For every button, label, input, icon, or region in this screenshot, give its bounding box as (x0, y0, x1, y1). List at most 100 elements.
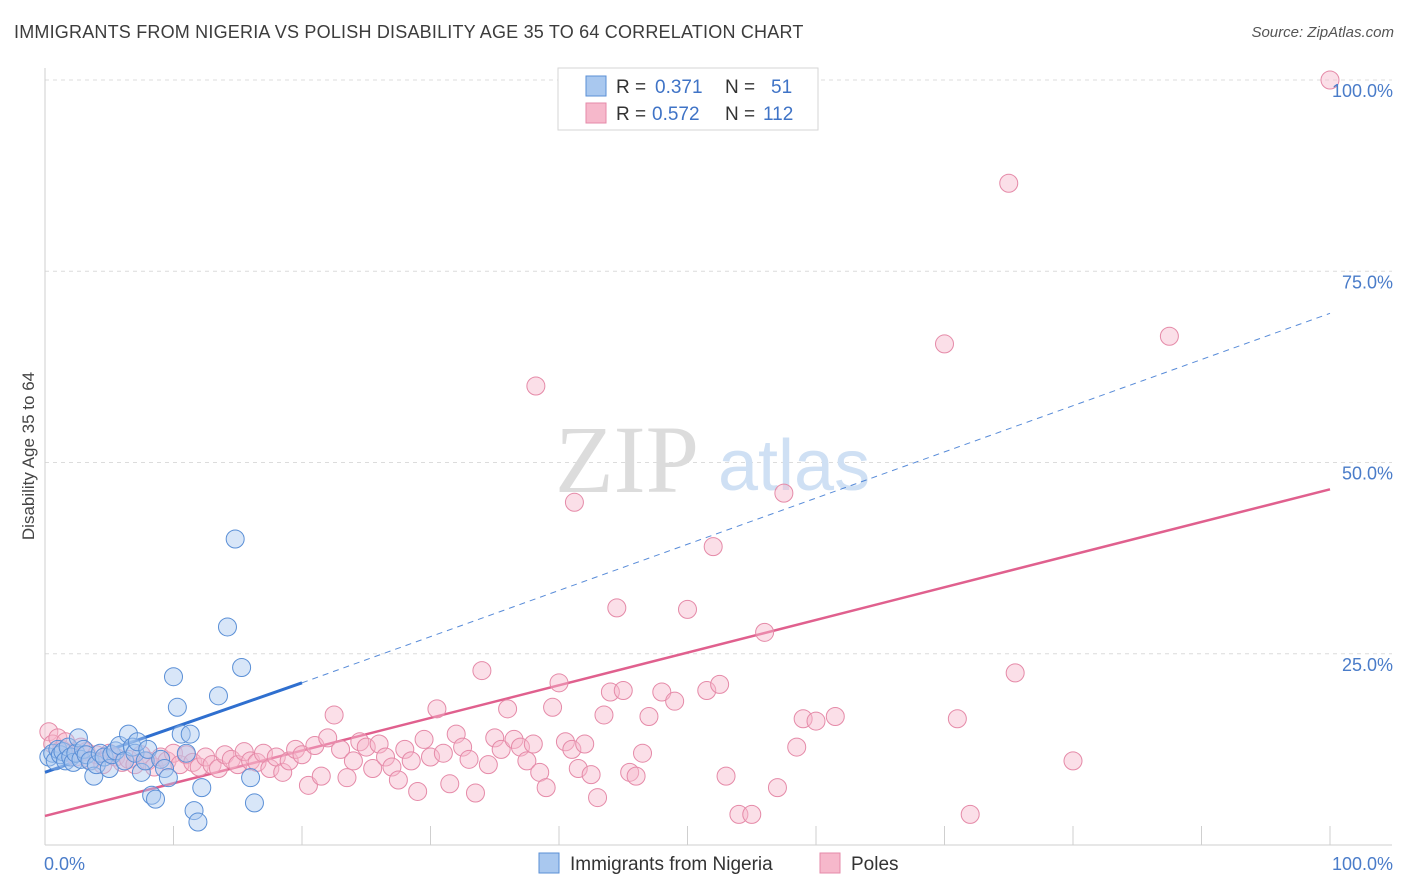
poles-point-60 (408, 781, 428, 801)
nigeria-point-40 (176, 743, 196, 763)
poles-point-116 (947, 709, 967, 729)
poles-point-39 (273, 762, 293, 782)
poles-point-117 (960, 804, 980, 824)
poles-point-21 (157, 751, 177, 771)
poles-point-98 (564, 492, 584, 512)
y-tick-label-1: 50.0% (1342, 464, 1393, 484)
poles-point-96 (639, 706, 659, 726)
axes (44, 68, 1392, 846)
nigeria-point-37 (164, 667, 183, 687)
poles-point-85 (568, 759, 588, 778)
poles-point-48 (331, 739, 351, 759)
grid-lines (45, 79, 1392, 655)
poles-point-37 (260, 759, 280, 778)
poles-point-81 (543, 697, 563, 717)
poles-point-100 (665, 691, 685, 711)
nigeria-point-34 (151, 749, 171, 769)
bottom-legend-label-nigeria: Immigrants from Nigeria (570, 854, 773, 875)
poles-point-92 (613, 680, 633, 700)
nigeria-point-19 (94, 747, 114, 767)
nigeria-point-43 (188, 812, 208, 832)
nigeria-point-46 (217, 617, 237, 637)
poles-point-110 (774, 483, 794, 503)
correlation-legend: R = 0.371 N = 51 R = 0.572 N = 112 (557, 67, 819, 131)
poles-point-63 (427, 699, 447, 719)
legend-swatch-poles (585, 102, 607, 124)
legend-n-label-2: N = (725, 104, 755, 125)
poles-point-74 (498, 699, 518, 719)
poles-point-69 (465, 783, 485, 803)
x-tick-labels: 0.0% 100.0% (44, 854, 1393, 874)
legend-r-label-1: R = (616, 77, 646, 98)
poles-point-97 (526, 376, 546, 396)
source-label: Source: ZipAtlas.com (1251, 24, 1394, 41)
poles-point-41 (286, 739, 306, 759)
poles-point-51 (350, 732, 370, 752)
poles-point-75 (504, 729, 524, 749)
poles-point-80 (536, 778, 556, 798)
nigeria-point-50 (244, 793, 264, 813)
poles-point-65 (440, 774, 460, 794)
nigeria-point-33 (146, 789, 166, 809)
poles-point-55 (376, 747, 396, 767)
poles-point-52 (356, 737, 376, 757)
poles-point-64 (433, 743, 453, 763)
poles-point-73 (491, 739, 511, 759)
poles-point-111 (787, 737, 807, 757)
poles-point-58 (395, 739, 415, 759)
y-tick-labels: 25.0% 50.0% 75.0% 100.0% (1332, 81, 1393, 675)
poles-point-91 (607, 598, 627, 618)
poles-point-101 (678, 599, 697, 619)
poles-point-71 (478, 755, 498, 775)
poles-point-88 (588, 788, 608, 808)
poles-point-72 (485, 728, 505, 748)
poles-point-118 (999, 173, 1019, 193)
nigeria-point-41 (180, 724, 200, 744)
poles-point-89 (594, 705, 614, 725)
poles-point-120 (1063, 751, 1083, 771)
poles-point-42 (292, 745, 312, 765)
nigeria-point-38 (167, 697, 187, 717)
watermark-atlas-text: atlas (718, 426, 870, 506)
poles-point-83 (555, 732, 575, 752)
watermark: ZIP atlas (555, 406, 870, 513)
poles-point-68 (459, 749, 479, 769)
legend-n-value-1: 51 (771, 77, 792, 98)
nigeria-point-31 (138, 739, 158, 759)
poles-point-57 (388, 770, 408, 790)
poles-point-78 (523, 734, 543, 754)
nigeria-point-42 (184, 801, 204, 821)
poles-point-46 (318, 728, 338, 748)
poles-point-114 (825, 706, 845, 726)
x-tick-label-0: 0.0% (44, 854, 85, 874)
legend-r-value-1: 0.371 (655, 77, 703, 98)
poles-point-107 (742, 804, 762, 824)
chart-title: IMMIGRANTS FROM NIGERIA VS POLISH DISABI… (14, 22, 804, 42)
poles-point-47 (324, 705, 344, 725)
nigeria-point-30 (135, 751, 155, 771)
legend-r-value-2: 0.572 (652, 104, 700, 125)
trend-lines (44, 312, 1331, 818)
y-axis-label: Disability Age 35 to 64 (19, 372, 38, 540)
legend-swatch-nigeria (585, 75, 607, 97)
poles-point-87 (581, 765, 601, 785)
nigeria-point-29 (131, 762, 151, 782)
nigeria-point-17 (86, 755, 106, 775)
poles-point-33 (234, 742, 254, 762)
poles-point-59 (401, 751, 421, 771)
nigeria-point-48 (225, 529, 245, 549)
nigeria-point-11 (68, 728, 88, 748)
y-tick-label-3: 100.0% (1332, 81, 1393, 101)
poles-point-45 (311, 766, 331, 786)
poles-point-109 (767, 778, 787, 798)
legend-r-label-2: R = (616, 104, 646, 125)
poles-point-119 (1005, 663, 1025, 683)
poles-points (39, 70, 1340, 824)
nigeria-point-35 (155, 759, 175, 778)
poles-point-40 (279, 751, 299, 771)
nigeria-point-36 (158, 768, 178, 788)
nigeria-point-49 (241, 768, 261, 788)
poles-point-104 (710, 674, 730, 694)
poles-point-86 (575, 734, 595, 754)
nigeria-point-28 (128, 732, 148, 752)
